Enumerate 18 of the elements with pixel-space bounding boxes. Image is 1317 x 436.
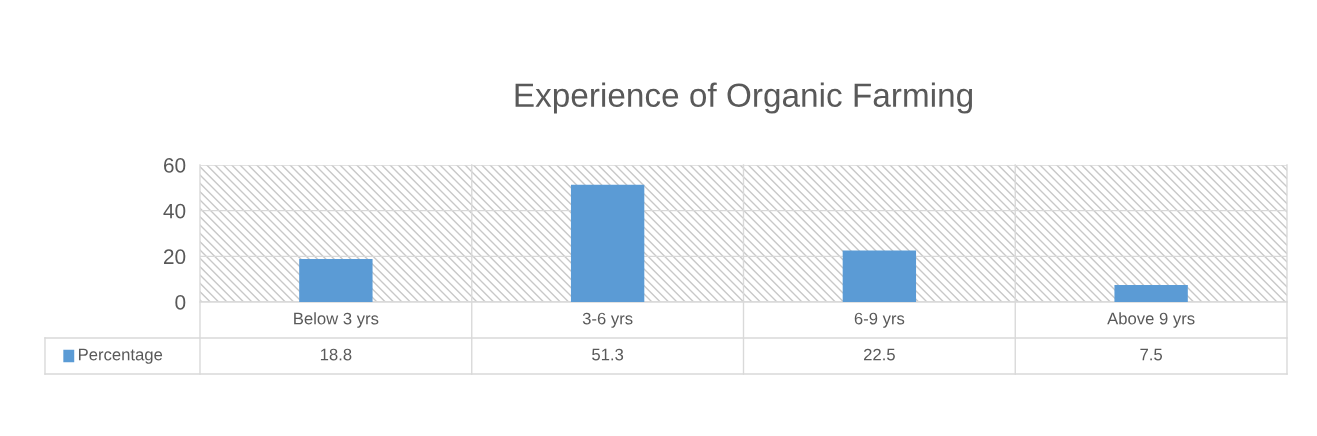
bar — [1114, 284, 1188, 302]
bar — [570, 184, 645, 302]
x-tick-label: 3-6 yrs — [582, 312, 633, 328]
x-tick-label: 6-9 yrs — [854, 312, 905, 328]
data-label: 22.5 — [864, 348, 895, 361]
data-label: 18.8 — [320, 348, 352, 361]
data-label: 7.5 — [1140, 348, 1163, 361]
x-tick-label: Below 3 yrs — [294, 312, 379, 328]
y-tick-label: 20 — [163, 249, 186, 265]
chart-title: Experience of Organic Farming — [515, 82, 973, 114]
bar — [842, 250, 917, 302]
y-tick-label: 60 — [164, 158, 186, 173]
x-tick-label: Above 9 yrs — [1107, 312, 1195, 328]
data-label: 51.3 — [592, 348, 624, 361]
y-tick-label: 0 — [175, 295, 186, 310]
bar — [299, 259, 373, 302]
legend-label: Percentage — [78, 348, 163, 364]
y-tick-label: 40 — [163, 203, 186, 219]
